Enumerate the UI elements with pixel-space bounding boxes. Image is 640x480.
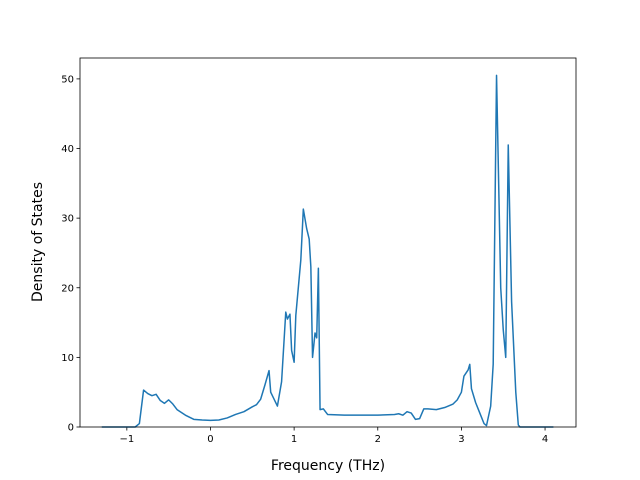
x-tick-label: 3 [458,434,464,445]
y-tick-label: 40 [61,144,74,155]
y-tick-label: 0 [68,423,74,434]
x-axis-label: Frequency (THz) [271,458,385,474]
data-line [101,74,554,428]
plot-frame [79,57,577,428]
y-tick-label: 10 [61,353,74,364]
x-tick-label: 2 [375,434,381,445]
x-tick-label: −1 [119,434,134,445]
y-axis-label: Density of States [30,182,46,302]
x-tick-label: 1 [291,434,297,445]
y-tick-label: 50 [61,74,74,85]
x-tick-label: 4 [542,434,548,445]
y-tick-label: 20 [61,283,74,294]
x-tick-label: 0 [207,434,213,445]
y-tick-label: 30 [61,214,74,225]
